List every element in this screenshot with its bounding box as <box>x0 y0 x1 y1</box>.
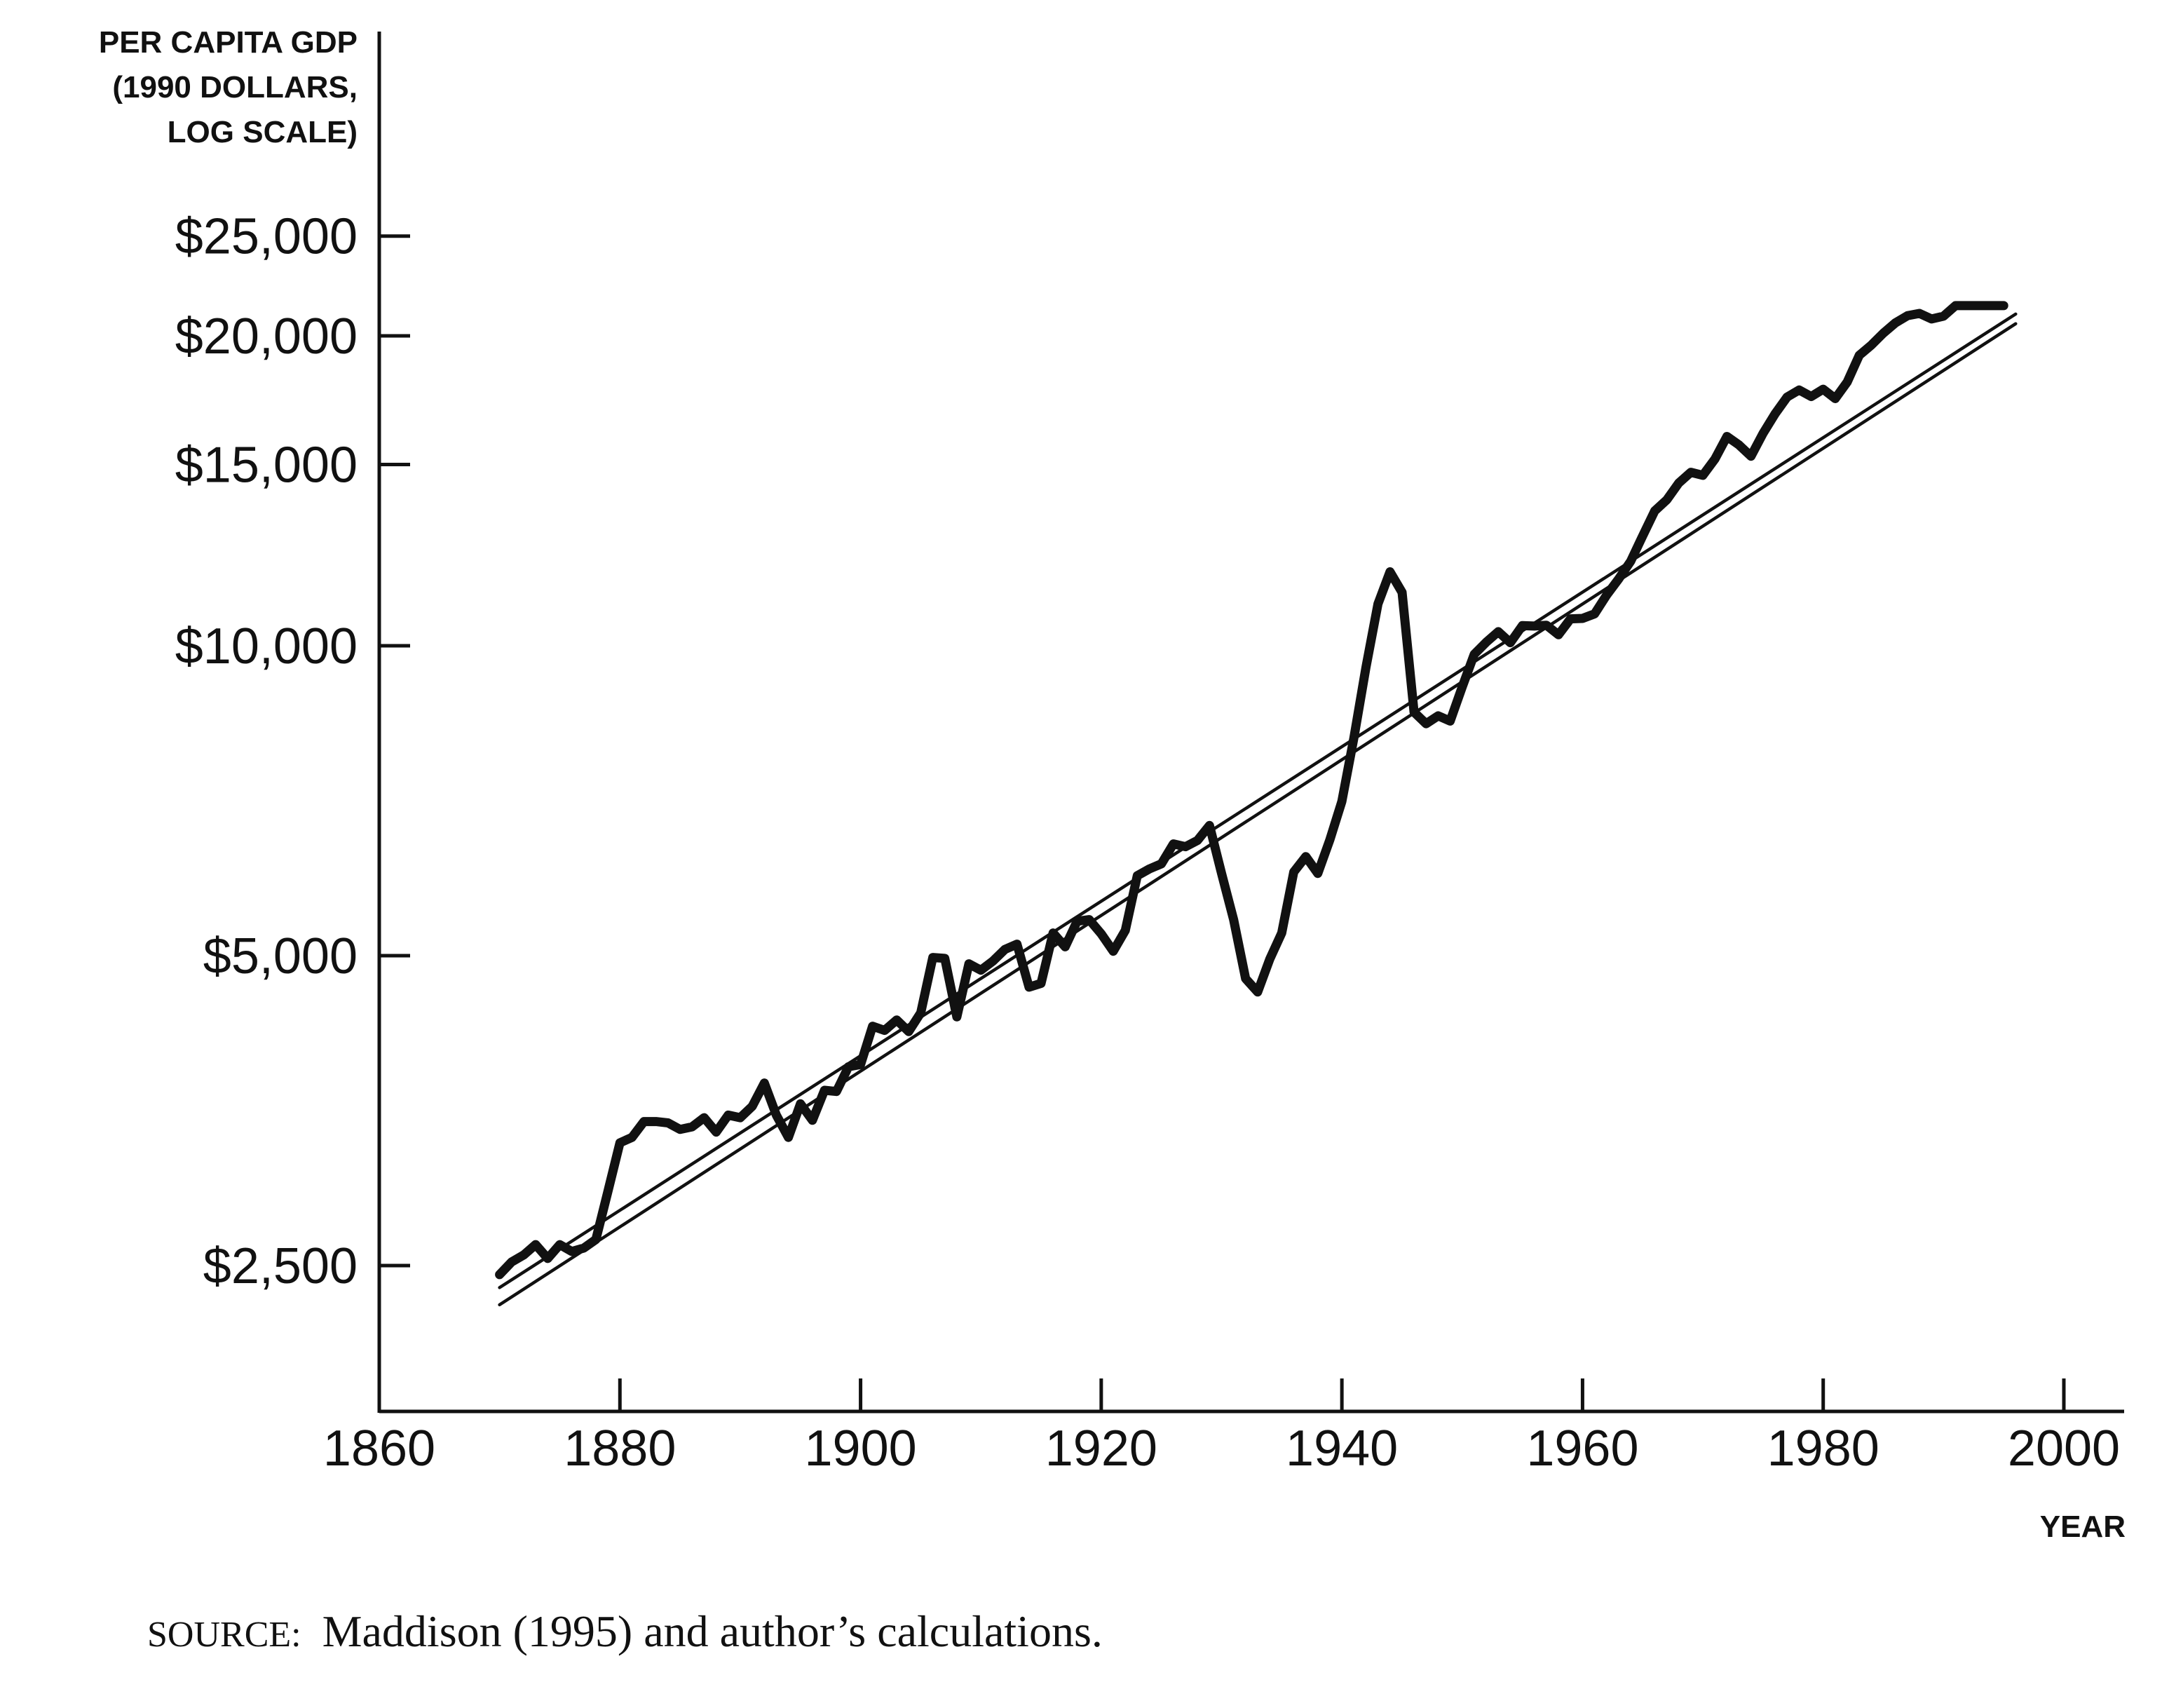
y-tick-label: $10,000 <box>175 618 358 675</box>
trend-line-upper <box>498 312 2018 1289</box>
y-ticks: $2,500 $5,000 $10,000 $15,000 $20,000 $25,000 <box>175 209 410 1294</box>
x-tick-label: 1860 <box>323 1421 435 1477</box>
source-note: SOURCE: Maddison (1995) and author’s cal… <box>147 1606 1103 1656</box>
source-label: SOURCE: <box>147 1615 301 1655</box>
y-tick-label: $2,500 <box>203 1238 358 1294</box>
y-axis-label-line: PER CAPITA GDP <box>99 25 358 60</box>
y-tick-label: $20,000 <box>175 309 358 365</box>
x-ticks: 1860 1880 1900 1920 1940 1960 1980 2000 <box>323 1378 2120 1477</box>
x-tick-label: 1880 <box>564 1421 676 1477</box>
x-tick-label: 1980 <box>1767 1421 1879 1477</box>
x-tick-label: 1960 <box>1526 1421 1638 1477</box>
x-tick-label: 2000 <box>2008 1421 2120 1477</box>
x-tick-label: 1940 <box>1286 1421 1398 1477</box>
y-tick-label: $15,000 <box>175 437 358 493</box>
y-axis-label-line: (1990 DOLLARS, <box>112 70 358 104</box>
x-axis-label: YEAR <box>2040 1510 2126 1544</box>
y-axis-label-line: LOG SCALE) <box>168 115 358 149</box>
y-axis-label: PER CAPITA GDP (1990 DOLLARS, LOG SCALE) <box>99 25 358 149</box>
axes <box>377 32 2124 1414</box>
y-tick-label: $5,000 <box>203 928 358 984</box>
trend-line-lower <box>498 322 2018 1307</box>
y-tick-label: $25,000 <box>175 209 358 265</box>
x-tick-label: 1920 <box>1045 1421 1157 1477</box>
gdp-series-line <box>495 301 2008 1280</box>
series <box>495 301 2018 1307</box>
x-tick-label: 1900 <box>804 1421 916 1477</box>
source-text: Maddison (1995) and author’s calculation… <box>322 1606 1103 1656</box>
